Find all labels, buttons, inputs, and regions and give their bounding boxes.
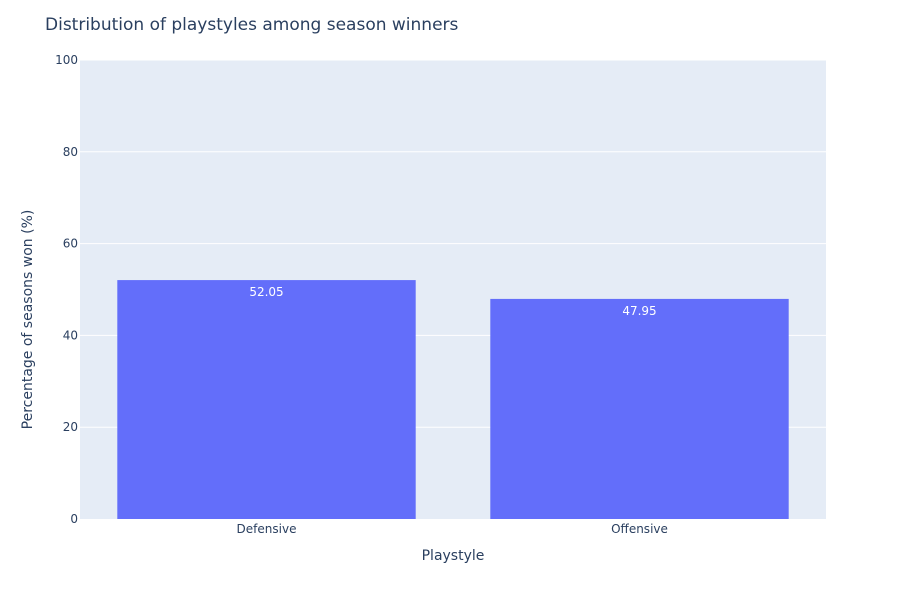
- y-axis-title: Percentage of seasons won (%): [20, 210, 36, 430]
- x-axis-title: Playstyle: [422, 548, 485, 564]
- data-label: 52.05: [249, 285, 283, 299]
- y-tick-label: 40: [63, 328, 78, 342]
- x-axis-ticks: Defensive Offensive: [237, 522, 668, 536]
- x-tick-label: Offensive: [611, 522, 668, 536]
- bar-offensive: [490, 298, 789, 519]
- y-tick-label: 0: [70, 512, 78, 526]
- y-tick-label: 80: [63, 145, 78, 159]
- y-tick-label: 60: [63, 237, 78, 251]
- y-tick-label: 100: [55, 53, 78, 67]
- bars: 52.05 47.95: [117, 280, 789, 519]
- bar-defensive: [117, 280, 416, 519]
- x-tick-label: Defensive: [237, 522, 297, 536]
- y-axis-ticks: 0 20 40 60 80 100: [55, 53, 78, 526]
- chart-title: Distribution of playstyles among season …: [45, 15, 459, 35]
- y-tick-label: 20: [63, 420, 78, 434]
- data-label: 47.95: [622, 304, 656, 318]
